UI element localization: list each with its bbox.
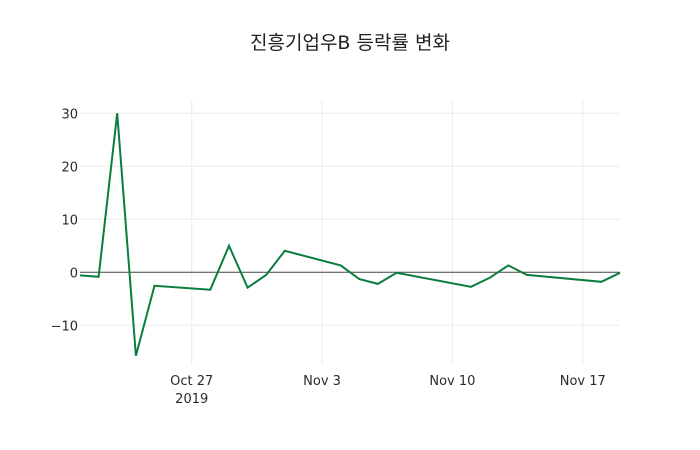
y-tick-label: 20 [61, 160, 78, 175]
x-tick-label: Nov 10 [429, 374, 475, 389]
gridlines [80, 100, 620, 365]
x-tick-label: Nov 17 [560, 374, 606, 389]
y-axis: 30 20 10 0 −10 [51, 107, 78, 334]
x-tick-year-label: 2019 [175, 392, 208, 407]
chart-title: 진흥기업우B 등락률 변화 [250, 32, 450, 54]
series-line [79, 113, 621, 356]
y-tick-label: −10 [51, 319, 78, 334]
x-axis: Oct 27 2019 Nov 3 Nov 10 Nov 17 [170, 374, 606, 407]
y-tick-label: 10 [61, 213, 78, 228]
x-tick-label: Nov 3 [303, 374, 341, 389]
y-tick-label: 30 [61, 107, 78, 122]
y-tick-label: 0 [70, 266, 78, 281]
x-tick-label: Oct 27 [170, 374, 213, 389]
